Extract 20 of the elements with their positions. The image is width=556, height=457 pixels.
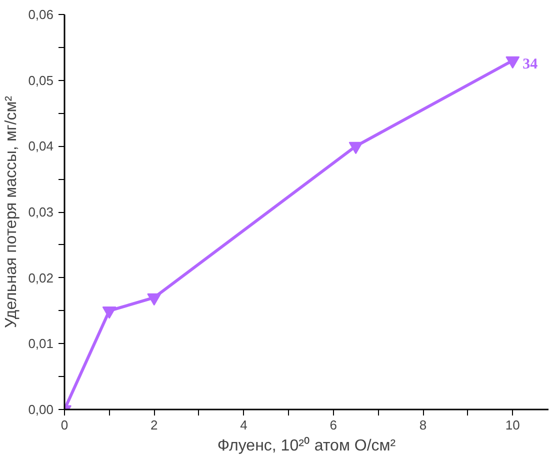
x-tick-label: 2 xyxy=(150,418,158,432)
y-tick-label: 0,03 xyxy=(28,204,54,220)
point xyxy=(348,142,363,154)
x-tick-label: 8 xyxy=(419,418,427,432)
y-tick-label: 0,05 xyxy=(28,72,54,88)
x-tick-label: 10 xyxy=(505,418,520,432)
y-tick-label: 0,02 xyxy=(28,270,54,286)
y-tick-label: 0,01 xyxy=(28,336,54,352)
series-label: 34 xyxy=(522,56,538,73)
point xyxy=(102,306,116,319)
y-tick-label: 0,04 xyxy=(28,138,54,154)
y-axis-title: Удельная потеря массы, мг/см² xyxy=(3,95,20,328)
x-tick-label: 4 xyxy=(240,418,248,432)
point xyxy=(147,293,162,306)
x-axis-title: Флуенс, 10²⁰ атом O/см² xyxy=(217,436,396,454)
point xyxy=(506,56,520,69)
x-tick-label: 0 xyxy=(60,418,68,432)
x-tick-label: 6 xyxy=(330,418,338,432)
y-tick-label: 0,06 xyxy=(28,7,54,22)
y-tick-label: 0,00 xyxy=(28,402,54,417)
